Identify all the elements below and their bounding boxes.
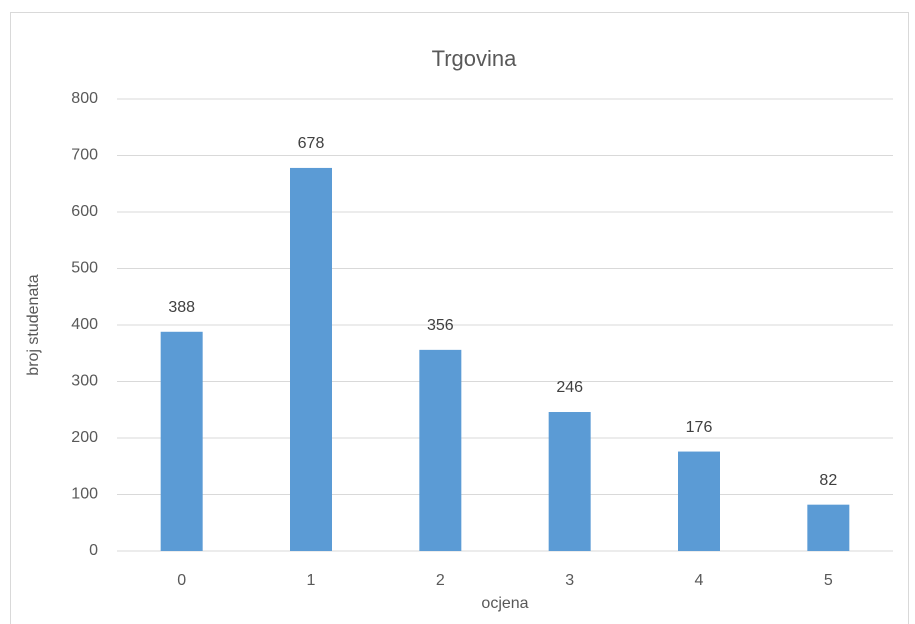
data-label: 678 xyxy=(298,135,325,152)
data-label: 246 xyxy=(556,379,583,396)
data-label: 176 xyxy=(686,419,713,436)
y-tick-label: 100 xyxy=(71,486,98,503)
x-axis-label: ocjena xyxy=(481,595,528,612)
y-tick-label: 600 xyxy=(71,203,98,220)
x-tick-label: 2 xyxy=(436,572,445,589)
y-tick-label: 700 xyxy=(71,147,98,164)
x-tick-label: 1 xyxy=(307,572,316,589)
x-tick-label: 3 xyxy=(565,572,574,589)
bar xyxy=(678,451,720,551)
y-tick-label: 400 xyxy=(71,316,98,333)
y-tick-label: 300 xyxy=(71,373,98,390)
y-tick-label: 500 xyxy=(71,260,98,277)
x-tick-label: 0 xyxy=(177,572,186,589)
bar xyxy=(290,167,332,551)
y-axis-label: broj studenata xyxy=(25,274,42,376)
data-label: 82 xyxy=(819,472,837,489)
data-label: 356 xyxy=(427,317,454,334)
y-tick-label: 800 xyxy=(71,90,98,107)
x-tick-label: 5 xyxy=(824,572,833,589)
y-tick-label: 200 xyxy=(71,429,98,446)
bar xyxy=(160,331,203,551)
bar xyxy=(419,349,462,551)
bar xyxy=(548,412,591,551)
x-tick-label: 4 xyxy=(695,572,704,589)
data-label: 388 xyxy=(168,299,195,316)
bar xyxy=(807,504,850,551)
chart-title: Trgovina xyxy=(432,46,518,71)
y-tick-label: 0 xyxy=(89,542,98,559)
